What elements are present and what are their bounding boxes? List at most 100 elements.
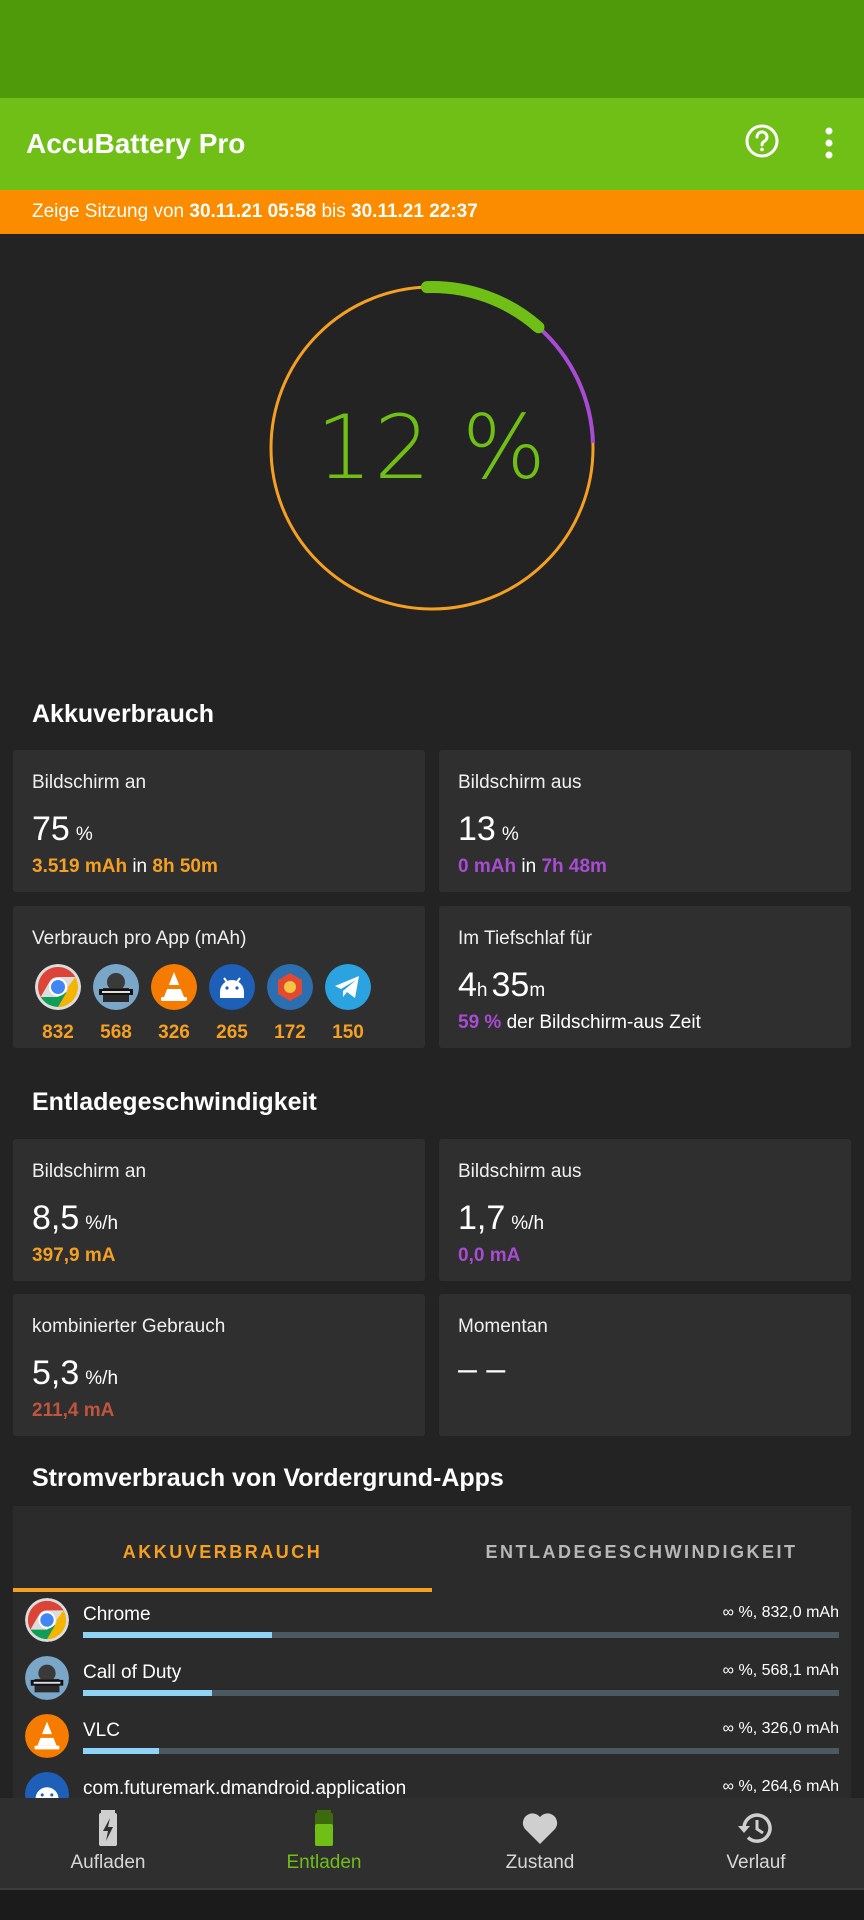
card-value: 8,5 %/h bbox=[32, 1199, 118, 1238]
sleep-percent: 59 % bbox=[458, 1012, 502, 1033]
tab-akkuverbrauch[interactable]: AKKUVERBRAUCH bbox=[13, 1506, 432, 1592]
usage-bar bbox=[83, 1748, 839, 1754]
gauge-current-arc bbox=[420, 281, 545, 334]
app-name: Call of Duty bbox=[83, 1662, 182, 1683]
heart-icon bbox=[522, 1813, 558, 1844]
session-start: 30.11.21 05:58 bbox=[189, 201, 317, 222]
more-vert-icon[interactable] bbox=[814, 123, 844, 163]
nav-label: Zustand bbox=[505, 1852, 575, 1873]
help-circle-icon[interactable] bbox=[744, 123, 780, 159]
app-usage-item[interactable]: 150 bbox=[325, 964, 371, 1044]
history-icon bbox=[738, 1813, 772, 1843]
session-banner[interactable]: Zeige Sitzung von 30.11.21 05:58 bis 30.… bbox=[0, 190, 864, 234]
app-usage-value: 150 bbox=[332, 1022, 364, 1043]
usage-bar-fill bbox=[83, 1690, 212, 1696]
system-navigation-bar bbox=[0, 1890, 864, 1920]
sleep-text: der Bildschirm-aus Zeit bbox=[501, 1012, 701, 1033]
nav-entladen[interactable]: Entladen bbox=[216, 1798, 432, 1890]
card-sub: 397,9 mA bbox=[32, 1245, 116, 1266]
android-icon bbox=[25, 1772, 69, 1798]
app-title: AccuBattery Pro bbox=[26, 128, 246, 159]
app-name: com.futuremark.dmandroid.application bbox=[83, 1778, 407, 1798]
card-label: Bildschirm an bbox=[32, 1161, 147, 1182]
value-unit: %/h bbox=[511, 1213, 545, 1234]
app-usage-value: 265 bbox=[216, 1022, 248, 1043]
card-discharge-current[interactable]: Momentan – – bbox=[439, 1294, 851, 1436]
app-usage-value: 172 bbox=[274, 1022, 306, 1043]
app-icon bbox=[267, 964, 313, 1010]
app-usage-item[interactable]: 265 bbox=[209, 964, 255, 1044]
card-screen-off-usage[interactable]: Bildschirm aus 13% 0 mAh in 7h 48m bbox=[439, 750, 851, 892]
tab-entladegeschwindigkeit[interactable]: ENTLADEGESCHWINDIGKEIT bbox=[485, 1542, 798, 1562]
value-number: 8,5 bbox=[32, 1199, 80, 1237]
section-title-akkuverbrauch: Akkuverbrauch bbox=[32, 700, 215, 728]
value-number: 75 bbox=[32, 810, 70, 848]
telegram-icon bbox=[325, 964, 371, 1010]
card-label: Momentan bbox=[458, 1316, 548, 1337]
nav-label: Verlauf bbox=[726, 1852, 786, 1873]
value-unit: %/h bbox=[85, 1368, 119, 1389]
card-label: Im Tiefschlaf für bbox=[458, 928, 593, 949]
card-sub: 0,0 mA bbox=[458, 1245, 521, 1266]
list-item[interactable]: com.futuremark.dmandroid.application ∞ %… bbox=[13, 1766, 851, 1798]
card-value: 13% bbox=[458, 810, 519, 849]
value-unit: % bbox=[501, 824, 519, 845]
gauge-screen-off-arc bbox=[537, 325, 595, 444]
value-number: 1,7 bbox=[458, 1199, 506, 1237]
app-usage-value: 568 bbox=[100, 1022, 132, 1043]
hours-unit: h bbox=[476, 980, 488, 1001]
value-unit: %/h bbox=[85, 1213, 119, 1234]
vlc-icon bbox=[25, 1714, 69, 1758]
list-item[interactable]: Call of Duty ∞ %, 568,1 mAh bbox=[13, 1650, 851, 1708]
session-end: 30.11.21 22:37 bbox=[351, 201, 478, 222]
nav-zustand[interactable]: Zustand bbox=[432, 1798, 648, 1890]
app-usage-value: 326 bbox=[158, 1022, 190, 1043]
card-per-app-usage[interactable]: Verbrauch pro App (mAh) 832 568 bbox=[13, 906, 425, 1048]
app-usage-item[interactable]: 326 bbox=[151, 964, 197, 1044]
app-usage-item[interactable]: 568 bbox=[93, 964, 139, 1044]
app-value: ∞ %, 832,0 mAh bbox=[722, 1604, 839, 1621]
foreground-app-list[interactable]: Chrome ∞ %, 832,0 mAh Call of Duty ∞ %, … bbox=[13, 1592, 851, 1798]
app-value: ∞ %, 264,6 mAh bbox=[722, 1778, 839, 1795]
time-value: 7h 48m bbox=[541, 856, 607, 877]
section-title-foreground: Stromverbrauch von Vordergrund-Apps bbox=[32, 1464, 504, 1492]
app-value: ∞ %, 568,1 mAh bbox=[722, 1662, 839, 1679]
app-usage-item[interactable]: 172 bbox=[267, 964, 313, 1044]
mah-value: 0 mAh bbox=[458, 856, 517, 877]
card-discharge-screen-off[interactable]: Bildschirm aus 1,7 %/h 0,0 mA bbox=[439, 1139, 851, 1281]
card-discharge-combined[interactable]: kombinierter Gebrauch 5,3 %/h 211,4 mA bbox=[13, 1294, 425, 1436]
value-number: 5,3 bbox=[32, 1354, 80, 1392]
list-item[interactable]: VLC ∞ %, 326,0 mAh bbox=[13, 1708, 851, 1766]
foreground-tabs: AKKUVERBRAUCH ENTLADEGESCHWINDIGKEIT bbox=[13, 1506, 851, 1592]
app-usage-item[interactable]: 832 bbox=[35, 964, 81, 1044]
card-sub: 59 % der Bildschirm-aus Zeit bbox=[458, 1012, 701, 1034]
in-text: in bbox=[516, 856, 542, 877]
in-text: in bbox=[127, 856, 153, 877]
app-usage-list: 832 568 326 bbox=[35, 964, 371, 1044]
card-sub: 211,4 mA bbox=[32, 1400, 115, 1421]
nav-verlauf[interactable]: Verlauf bbox=[648, 1798, 864, 1890]
minutes-value: 35 bbox=[491, 966, 530, 1004]
card-discharge-screen-on[interactable]: Bildschirm an 8,5 %/h 397,9 mA bbox=[13, 1139, 425, 1281]
card-deep-sleep[interactable]: Im Tiefschlaf für 4h 35m 59 % der Bildsch… bbox=[439, 906, 851, 1048]
vlc-icon bbox=[151, 964, 197, 1010]
app-name: Chrome bbox=[83, 1604, 151, 1625]
nav-label: Entladen bbox=[286, 1852, 362, 1873]
time-value: 8h 50m bbox=[152, 856, 218, 877]
section-title-discharge: Entladegeschwindigkeit bbox=[32, 1088, 317, 1116]
card-sub: 0 mAh in 7h 48m bbox=[458, 856, 607, 878]
app-bar: AccuBattery Pro bbox=[0, 98, 864, 190]
card-value: 4h 35m bbox=[458, 966, 545, 1005]
gauge-percent: 12 % bbox=[316, 396, 548, 499]
card-screen-on-usage[interactable]: Bildschirm an 75% 3.519 mAh in 8h 50m bbox=[13, 750, 425, 892]
list-item[interactable]: Chrome ∞ %, 832,0 mAh bbox=[13, 1592, 851, 1650]
usage-bar-fill bbox=[83, 1748, 159, 1754]
call-of-duty-icon bbox=[93, 964, 139, 1010]
nav-aufladen[interactable]: Aufladen bbox=[0, 1798, 216, 1890]
nav-label: Aufladen bbox=[70, 1852, 146, 1873]
value-unit: % bbox=[75, 824, 93, 845]
card-value: – – bbox=[458, 1350, 506, 1388]
session-prefix: Zeige Sitzung von bbox=[32, 201, 190, 222]
value-number: 13 bbox=[458, 810, 496, 848]
hours-value: 4 bbox=[458, 966, 477, 1004]
